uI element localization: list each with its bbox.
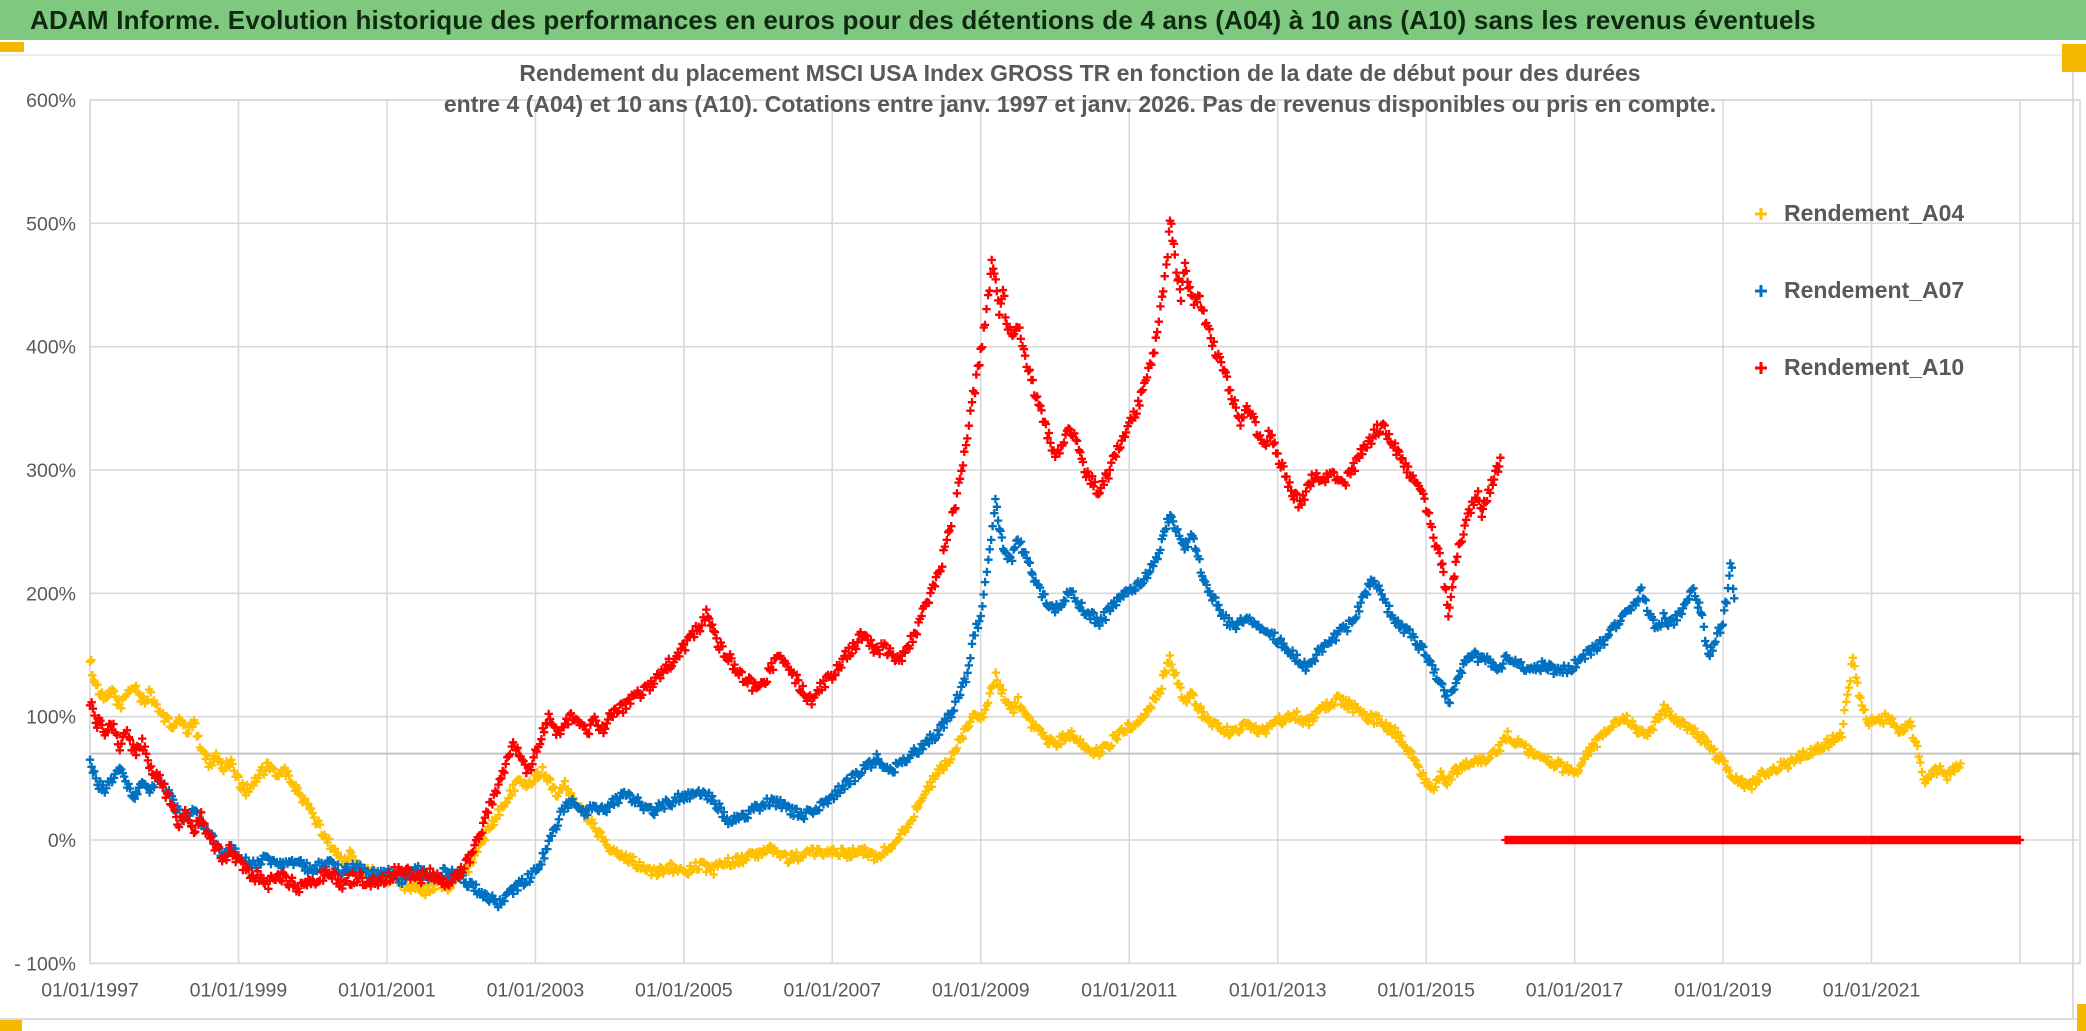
svg-text:01/01/2015: 01/01/2015 [1377,979,1475,1001]
legend-item-a07: Rendement_A07 [1752,277,1964,304]
svg-text:600%: 600% [26,90,76,112]
plus-marker-icon [1755,284,1767,297]
svg-text:01/01/1999: 01/01/1999 [190,979,288,1001]
plus-marker-icon [1755,207,1767,220]
footer-divider [0,1018,2086,1020]
svg-text:01/01/2011: 01/01/2011 [1081,979,1177,1001]
chart-title-line1: Rendement du placement MSCI USA Index GR… [519,60,1641,86]
corner-accent-top-left [0,42,24,52]
svg-text:01/01/2009: 01/01/2009 [932,979,1030,1001]
chart-title: Rendement du placement MSCI USA Index GR… [200,58,1960,120]
svg-text:01/01/2017: 01/01/2017 [1526,979,1624,1001]
svg-text:- 100%: - 100% [14,953,76,975]
legend-label: Rendement_A10 [1784,354,1965,380]
svg-text:100%: 100% [26,707,76,729]
svg-text:400%: 400% [26,337,76,359]
svg-text:200%: 200% [26,583,76,605]
chart-title-line2: entre 4 (A04) et 10 ans (A10). Cotations… [443,91,1717,117]
svg-text:01/01/2007: 01/01/2007 [783,979,881,1001]
svg-text:500%: 500% [26,213,76,235]
corner-accent-bottom-left [0,1020,22,1031]
svg-text:01/01/1997: 01/01/1997 [41,979,139,1001]
header-divider [0,54,2086,56]
svg-text:300%: 300% [26,460,76,482]
chart-area: 600% 500% 400% 300% 200% 100% 0% - 100% 01/01/19… [0,40,2086,1031]
right-page-border [2072,55,2074,1018]
legend-item-a04: Rendement_A04 [1752,200,1964,227]
plus-marker-icon [1755,361,1767,374]
legend-label: Rendement_A07 [1784,277,1965,303]
scatter-plot: 600% 500% 400% 300% 200% 100% 0% - 100% 01/01/19… [14,90,2081,1001]
app-header: ADAM Informe. Evolution historique des p… [0,0,2086,40]
legend-label: Rendement_A04 [1784,200,1965,226]
svg-text:01/01/2013: 01/01/2013 [1229,979,1327,1001]
page-title: ADAM Informe. Evolution historique des p… [30,4,1816,35]
corner-accent-bottom-right [2077,1004,2086,1031]
svg-text:0%: 0% [48,830,76,852]
svg-text:01/01/2003: 01/01/2003 [487,979,585,1001]
svg-text:01/01/2019: 01/01/2019 [1674,979,1772,1001]
legend: Rendement_A04 Rendement_A07 Rendement_A1… [1752,200,1964,381]
corner-accent-top-right [2062,44,2086,72]
svg-text:01/01/2021: 01/01/2021 [1823,979,1921,1001]
svg-text:01/01/2005: 01/01/2005 [635,979,733,1001]
svg-text:01/01/2001: 01/01/2001 [338,979,436,1001]
legend-item-a10: Rendement_A10 [1752,354,1964,381]
